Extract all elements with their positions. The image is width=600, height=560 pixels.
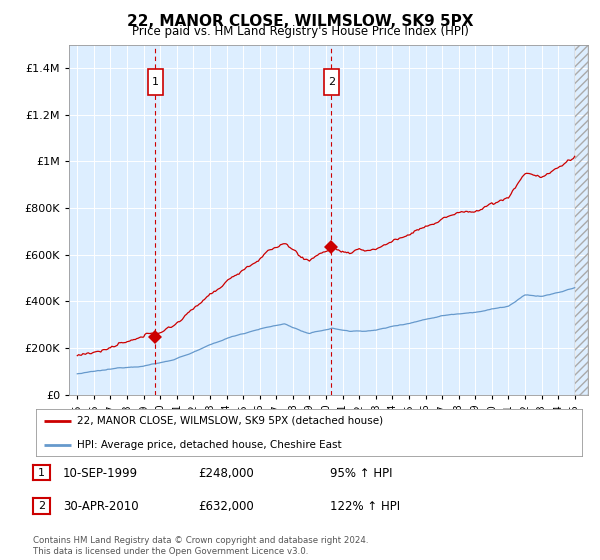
Text: £248,000: £248,000 — [198, 466, 254, 480]
Bar — [148, 69, 163, 95]
Text: Price paid vs. HM Land Registry's House Price Index (HPI): Price paid vs. HM Land Registry's House … — [131, 25, 469, 38]
Text: 22, MANOR CLOSE, WILMSLOW, SK9 5PX: 22, MANOR CLOSE, WILMSLOW, SK9 5PX — [127, 14, 473, 29]
Text: 2: 2 — [38, 501, 45, 511]
Text: 2: 2 — [328, 77, 335, 87]
Text: 22, MANOR CLOSE, WILMSLOW, SK9 5PX (detached house): 22, MANOR CLOSE, WILMSLOW, SK9 5PX (deta… — [77, 416, 383, 426]
Text: Contains HM Land Registry data © Crown copyright and database right 2024.
This d: Contains HM Land Registry data © Crown c… — [33, 536, 368, 556]
Bar — [324, 69, 339, 95]
Text: 95% ↑ HPI: 95% ↑ HPI — [330, 466, 392, 480]
Text: 30-APR-2010: 30-APR-2010 — [63, 500, 139, 514]
Text: 1: 1 — [152, 77, 159, 87]
Text: 1: 1 — [38, 468, 45, 478]
Text: £632,000: £632,000 — [198, 500, 254, 514]
Text: 122% ↑ HPI: 122% ↑ HPI — [330, 500, 400, 514]
Text: HPI: Average price, detached house, Cheshire East: HPI: Average price, detached house, Ches… — [77, 440, 341, 450]
Text: 10-SEP-1999: 10-SEP-1999 — [63, 466, 138, 480]
